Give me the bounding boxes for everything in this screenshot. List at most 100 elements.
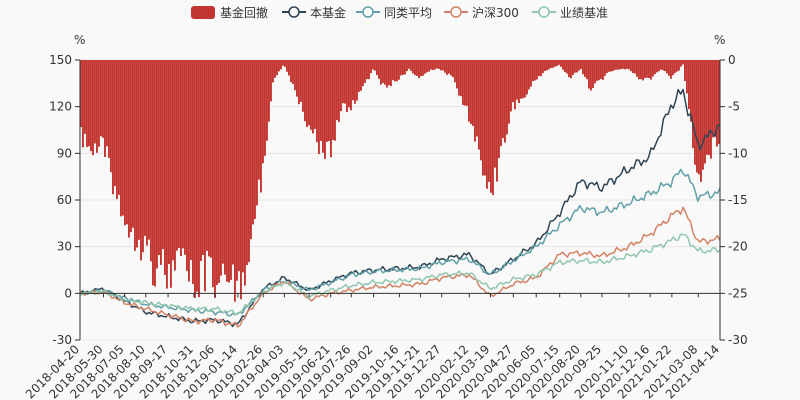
drawdown-bar-182 xyxy=(444,60,446,73)
legend-item-benchmark[interactable]: 业绩基准 xyxy=(532,6,608,20)
drawdown-bar-224 xyxy=(528,60,530,90)
drawdown-bar-11 xyxy=(102,60,104,138)
drawdown-bar-76 xyxy=(232,60,234,265)
drawdown-bar-107 xyxy=(294,60,296,91)
drawdown-bar-0 xyxy=(80,60,82,128)
drawdown-bar-100 xyxy=(280,60,282,70)
drawdown-bar-251 xyxy=(582,60,584,75)
legend-item-csi300[interactable]: 沪深300 xyxy=(444,6,519,20)
series-line-1 xyxy=(79,168,721,317)
drawdown-bar-44 xyxy=(168,60,170,265)
drawdown-bar-152 xyxy=(384,60,386,85)
drawdown-bar-263 xyxy=(606,60,608,74)
drawdown-bar-65 xyxy=(210,60,212,258)
drawdown-bar-234 xyxy=(548,60,550,70)
drawdown-bar-245 xyxy=(570,60,572,79)
legend-label-fund: 本基金 xyxy=(310,5,346,20)
drawdown-bar-9 xyxy=(98,60,100,147)
drawdown-bar-250 xyxy=(580,60,582,70)
drawdown-bar-180 xyxy=(440,60,442,71)
drawdown-bar-158 xyxy=(396,60,398,82)
drawdown-bar-246 xyxy=(572,60,574,75)
drawdown-bar-59 xyxy=(198,60,200,298)
right-axis-unit: % xyxy=(714,33,725,47)
drawdown-bar-3 xyxy=(86,60,88,147)
drawdown-bar-125 xyxy=(330,60,332,158)
drawdown-bar-43 xyxy=(166,60,168,289)
drawdown-bar-297 xyxy=(674,60,676,74)
legend-label-benchmark: 业绩基准 xyxy=(560,6,608,20)
drawdown-bar-5 xyxy=(90,60,92,152)
drawdown-bar-193 xyxy=(466,60,468,106)
legend-item-peer-average[interactable]: 同类平均 xyxy=(356,6,432,20)
drawdown-bar-165 xyxy=(410,60,412,71)
drawdown-bar-24 xyxy=(128,60,130,238)
drawdown-bar-310 xyxy=(700,60,702,182)
right-axis-ticks: -30 -25 -20 -15 -10 -5 0 xyxy=(720,53,748,347)
drawdown-bar-154 xyxy=(388,60,390,86)
drawdown-bar-195 xyxy=(470,60,472,124)
drawdown-bar-93 xyxy=(266,60,268,141)
drawdown-bar-145 xyxy=(370,60,372,74)
drawdown-bar-311 xyxy=(702,60,704,170)
drawdown-bar-82 xyxy=(244,60,246,286)
drawdown-bar-62 xyxy=(204,60,206,292)
legend-item-drawdown[interactable]: 基金回撤 xyxy=(191,5,268,20)
drawdown-bar-138 xyxy=(356,60,358,101)
drawdown-bar-63 xyxy=(206,60,208,251)
drawdown-bar-181 xyxy=(442,60,444,71)
drawdown-bar-137 xyxy=(354,60,356,104)
drawdown-bar-122 xyxy=(324,60,326,159)
drawdown-bar-268 xyxy=(616,60,618,70)
drawdown-bar-39 xyxy=(158,60,160,255)
x-axis-ticks: 2018-04-202018-05-302018-07-052018-08-10… xyxy=(23,293,722,400)
legend[interactable]: 基金回撤 本基金 同类平均 沪深300 业绩基准 xyxy=(191,5,608,20)
drawdown-bar-261 xyxy=(602,60,604,80)
drawdown-bar-149 xyxy=(378,60,380,79)
right-tick-label-4: -10 xyxy=(728,146,748,160)
drawdown-bar-194 xyxy=(468,60,470,122)
drawdown-bar-293 xyxy=(666,60,668,74)
drawdown-bar-191 xyxy=(462,60,464,105)
drawdown-bar-94 xyxy=(268,60,270,122)
drawdown-bar-259 xyxy=(598,60,600,81)
drawdown-bar-29 xyxy=(138,60,140,240)
drawdown-bar-283 xyxy=(646,60,648,78)
drawdown-bar-55 xyxy=(190,60,192,260)
drawdown-bar-117 xyxy=(314,60,316,129)
series-line-3 xyxy=(80,233,721,316)
drawdown-bar-146 xyxy=(372,60,374,70)
drawdown-bar-209 xyxy=(498,60,500,159)
drawdown-bar-308 xyxy=(696,60,698,173)
drawdown-bar-313 xyxy=(706,60,708,155)
drawdown-bar-150 xyxy=(380,60,382,85)
drawdown-bar-220 xyxy=(520,60,522,99)
drawdown-bar-2 xyxy=(84,60,86,134)
drawdown-bar-307 xyxy=(694,60,696,165)
drawdown-bar-302 xyxy=(684,60,686,81)
drawdown-bar-102 xyxy=(284,60,286,67)
drawdown-bar-273 xyxy=(626,60,628,69)
drawdown-bar-305 xyxy=(690,60,692,122)
drawdown-bar-166 xyxy=(412,60,414,74)
drawdown-bar-267 xyxy=(614,60,616,70)
drawdown-bar-252 xyxy=(584,60,586,77)
drawdown-bar-134 xyxy=(348,60,350,108)
drawdown-bar-309 xyxy=(698,60,700,175)
drawdown-bar-190 xyxy=(460,60,462,97)
drawdown-bar-103 xyxy=(286,60,288,72)
drawdown-bar-80 xyxy=(240,60,242,300)
drawdown-bar-282 xyxy=(644,60,646,78)
drawdown-bar-96 xyxy=(272,60,274,83)
drawdown-bar-200 xyxy=(480,60,482,161)
legend-marker-fund xyxy=(288,6,300,18)
drawdown-bar-242 xyxy=(564,60,566,73)
drawdown-bar-192 xyxy=(464,60,466,106)
legend-item-fund[interactable]: 本基金 xyxy=(282,5,346,20)
drawdown-bar-221 xyxy=(522,60,524,99)
right-tick-label-2: -20 xyxy=(728,240,748,254)
drawdown-bar-119 xyxy=(318,60,320,155)
drawdown-bar-113 xyxy=(306,60,308,128)
drawdown-bar-16 xyxy=(112,60,114,195)
drawdown-bar-164 xyxy=(408,60,410,69)
